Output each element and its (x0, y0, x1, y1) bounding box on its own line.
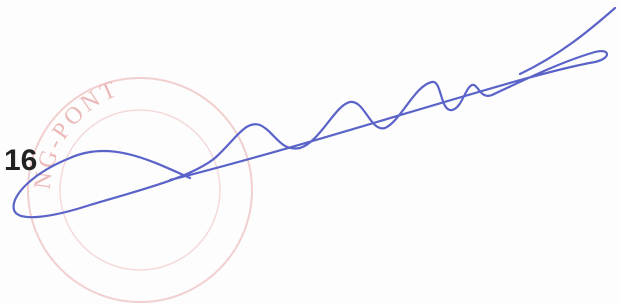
stamp: NG-PONT (28, 76, 252, 302)
scan: NG-PONT 16 (0, 0, 620, 304)
document-scan: NG-PONT 16 (0, 0, 620, 304)
page-number: 16 (4, 144, 37, 177)
signature (14, 8, 615, 217)
